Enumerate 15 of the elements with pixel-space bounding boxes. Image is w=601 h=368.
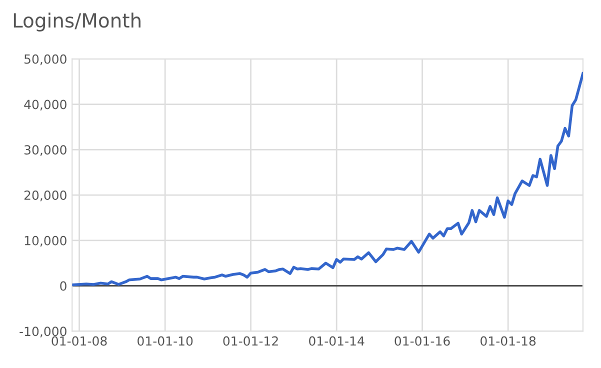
y-tick-label: 40,000 (24, 100, 66, 110)
y-tick-label: 30,000 (24, 145, 66, 156)
y-tick-label: 50,000 (24, 54, 66, 66)
x-tick-label: 01-01-14 (309, 336, 364, 346)
y-tick-label: 0 (60, 281, 66, 291)
x-tick-label: 01-01-08 (52, 336, 107, 346)
y-tick-label: 20,000 (24, 190, 66, 202)
line-series (72, 72, 583, 286)
x-tick-label: 01-01-16 (394, 336, 450, 346)
chart-title: Logins/Month (14, 12, 140, 32)
x-tick-label: 01-01-12 (223, 336, 278, 346)
x-tick-label: 01-01-18 (480, 336, 536, 346)
y-tick-label: -10,000 (20, 326, 66, 338)
y-tick-label: 10,000 (24, 236, 66, 247)
x-tick-label: 01-01-10 (138, 336, 193, 346)
